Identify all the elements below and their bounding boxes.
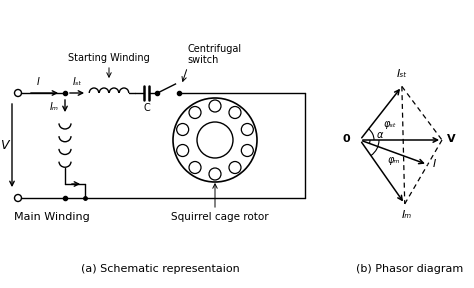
Text: φₛₜ: φₛₜ (384, 119, 397, 129)
Text: Starting Winding: Starting Winding (68, 53, 150, 63)
Text: Iₘ: Iₘ (401, 210, 412, 220)
Text: I: I (37, 77, 40, 87)
Text: Iₘ: Iₘ (50, 102, 59, 112)
Text: V: V (0, 139, 8, 152)
Text: α: α (377, 130, 383, 140)
Text: Iₛₜ: Iₛₜ (397, 69, 407, 79)
Text: Iₛₜ: Iₛₜ (73, 77, 82, 87)
Text: Centrifugal
switch: Centrifugal switch (188, 44, 242, 65)
Text: φₘ: φₘ (388, 155, 401, 165)
Text: I: I (433, 159, 436, 169)
Text: (a) Schematic representaion: (a) Schematic representaion (81, 264, 239, 274)
Text: Squirrel cage rotor: Squirrel cage rotor (171, 212, 269, 222)
Text: 0: 0 (342, 134, 350, 144)
Text: Main Winding: Main Winding (14, 212, 90, 222)
Text: V: V (447, 134, 456, 144)
Text: (b) Phasor diagram: (b) Phasor diagram (356, 264, 464, 274)
Text: C: C (144, 103, 150, 113)
